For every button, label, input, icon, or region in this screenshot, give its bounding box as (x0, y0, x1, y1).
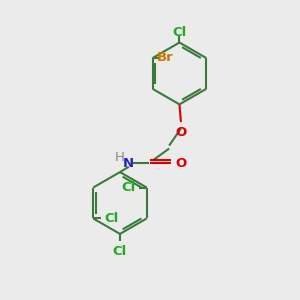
Text: Cl: Cl (172, 26, 187, 39)
Text: N: N (123, 157, 134, 170)
Text: Br: Br (157, 52, 174, 64)
Text: Cl: Cl (113, 245, 127, 258)
Text: H: H (114, 152, 124, 164)
Text: O: O (176, 157, 187, 170)
Text: Cl: Cl (104, 212, 118, 225)
Text: Cl: Cl (121, 181, 136, 194)
Text: O: O (175, 126, 187, 139)
